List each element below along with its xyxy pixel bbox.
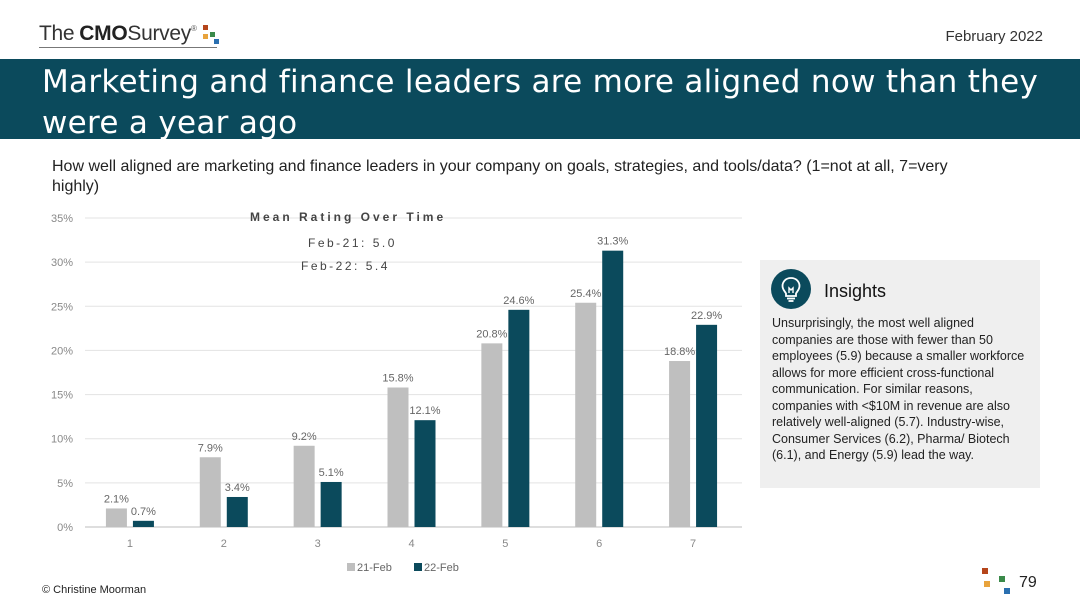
logo-the: The [39, 22, 75, 45]
data-label: 24.6% [503, 295, 534, 307]
y-tick-label: 35% [51, 213, 73, 225]
mean-rating-feb22: Feb-22: 5.4 [301, 259, 390, 273]
page-title: Marketing and finance leaders are more a… [42, 64, 1039, 141]
data-label: 15.8% [382, 373, 413, 385]
bar-22-feb [414, 420, 436, 527]
survey-question: How well aligned are marketing and finan… [52, 158, 948, 195]
x-tick-label: 2 [221, 538, 227, 550]
y-tick-label: 5% [57, 478, 73, 490]
insights-title: Insights [824, 281, 887, 301]
report-date: February 2022 [945, 28, 1043, 45]
x-tick-label: 7 [690, 538, 696, 550]
y-tick-label: 10% [51, 434, 73, 446]
bar-22-feb [508, 309, 530, 527]
bar-21-feb [669, 361, 691, 527]
bar-chart: 0% 5% 10% 15% 20% 25% 30% 35% 2.1%0.7% 1 7.9% 3.4% 2… [51, 213, 742, 574]
bar-22-feb [602, 250, 624, 527]
x-tick-label: 5 [502, 538, 508, 550]
x-tick-label: 3 [315, 538, 321, 550]
data-label: 18.8% [664, 346, 695, 358]
x-tick-label: 4 [408, 538, 414, 550]
data-label: 3.4% [225, 482, 250, 494]
x-tick-label: 1 [127, 538, 133, 550]
title-banner: Marketing and finance leaders are more a… [0, 59, 1080, 141]
logo-survey: Survey [127, 22, 191, 45]
legend-label: 21-Feb [357, 562, 392, 574]
logo-registered: ® [190, 24, 197, 33]
y-tick-label: 0% [57, 522, 73, 534]
logo-squares-icon-footer [980, 568, 1014, 598]
data-label: 7.9% [198, 442, 223, 454]
bar-21-feb [199, 457, 221, 527]
bar-22-feb [226, 496, 248, 527]
data-label: 20.8% [476, 328, 507, 340]
y-tick-label: 25% [51, 301, 73, 313]
data-label: 31.3% [597, 236, 628, 248]
x-tick-label: 6 [596, 538, 602, 550]
legend-swatch [414, 563, 422, 571]
data-label: 25.4% [570, 288, 601, 300]
bar-21-feb [575, 302, 597, 527]
bar-21-feb [481, 343, 503, 527]
logo-underline [39, 47, 217, 48]
data-label: 5.1% [319, 467, 344, 479]
bar-22-feb [132, 520, 154, 527]
logo-squares-icon [200, 22, 226, 48]
bar-21-feb [293, 445, 315, 527]
bar-21-feb [387, 387, 409, 527]
data-label: 22.9% [691, 310, 722, 322]
y-tick-label: 15% [51, 390, 73, 402]
data-label: 9.2% [292, 431, 317, 443]
page-number: 79 [1019, 574, 1037, 591]
insights-text: Unsurprisingly, the most well aligned co… [772, 316, 1025, 462]
legend-label: 22-Feb [424, 562, 459, 574]
copyright: © Christine Moorman [42, 584, 147, 596]
data-label: 0.7% [131, 506, 156, 518]
cmo-survey-logo: The CMO Survey ® [39, 22, 226, 50]
mean-rating-feb21: Feb-21: 5.0 [308, 236, 397, 250]
insights-panel: Insights Unsurprisingly, the most well a… [760, 260, 1040, 488]
logo-cmo: CMO [79, 22, 128, 45]
data-label: 2.1% [104, 493, 129, 505]
y-tick-label: 30% [51, 257, 73, 269]
legend-swatch [347, 563, 355, 571]
bar-21-feb [105, 508, 127, 527]
mean-rating-title: Mean Rating Over Time [250, 210, 447, 224]
y-tick-label: 20% [51, 345, 73, 357]
bar-22-feb [696, 324, 718, 527]
data-label: 12.1% [409, 405, 440, 417]
lightbulb-icon [771, 269, 811, 309]
bar-22-feb [320, 481, 342, 527]
